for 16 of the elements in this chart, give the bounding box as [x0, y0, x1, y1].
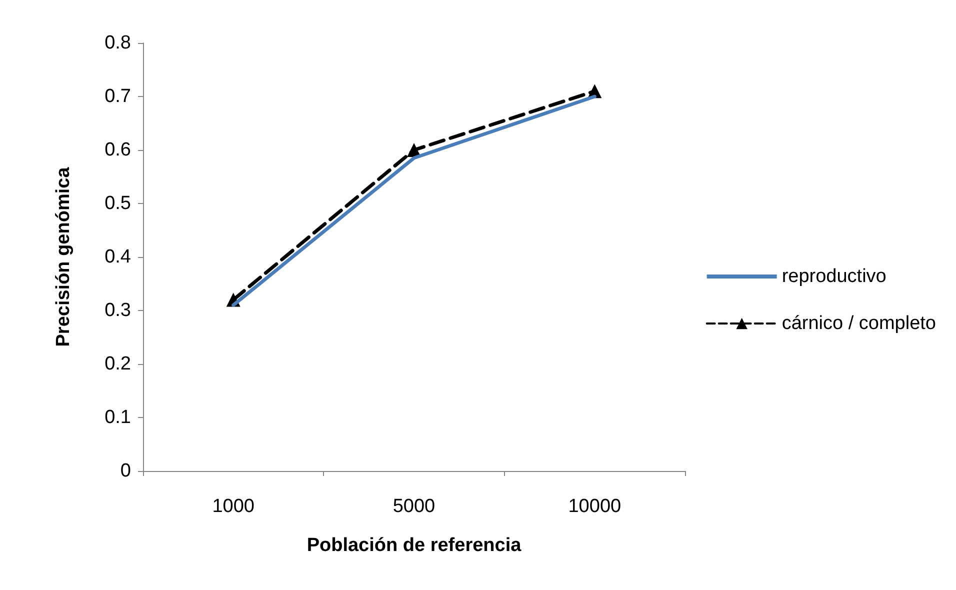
y-axis-title: Precisión genómica [53, 166, 74, 347]
y-tick-label: 0.4 [104, 246, 132, 268]
x-tick-label: 10000 [568, 496, 622, 517]
legend-label: cárnico / completo [782, 313, 936, 334]
y-tick-label: 0.3 [104, 300, 131, 321]
y-tick-label: 0 [120, 460, 131, 482]
x-tick-label: 1000 [212, 496, 254, 517]
y-tick-label: 0.6 [104, 140, 131, 160]
y-tick-label: 0.2 [104, 354, 131, 374]
x-axis-title: Población de referencia [306, 535, 522, 556]
y-tick-label: 0.1 [104, 407, 131, 428]
legend-label: reproductivo [782, 266, 886, 287]
y-tick-label: 0.5 [104, 193, 131, 214]
y-tick-label: 0.8 [104, 32, 131, 54]
x-tick-label: 5000 [392, 496, 436, 517]
y-tick-label: 0.7 [104, 86, 131, 107]
